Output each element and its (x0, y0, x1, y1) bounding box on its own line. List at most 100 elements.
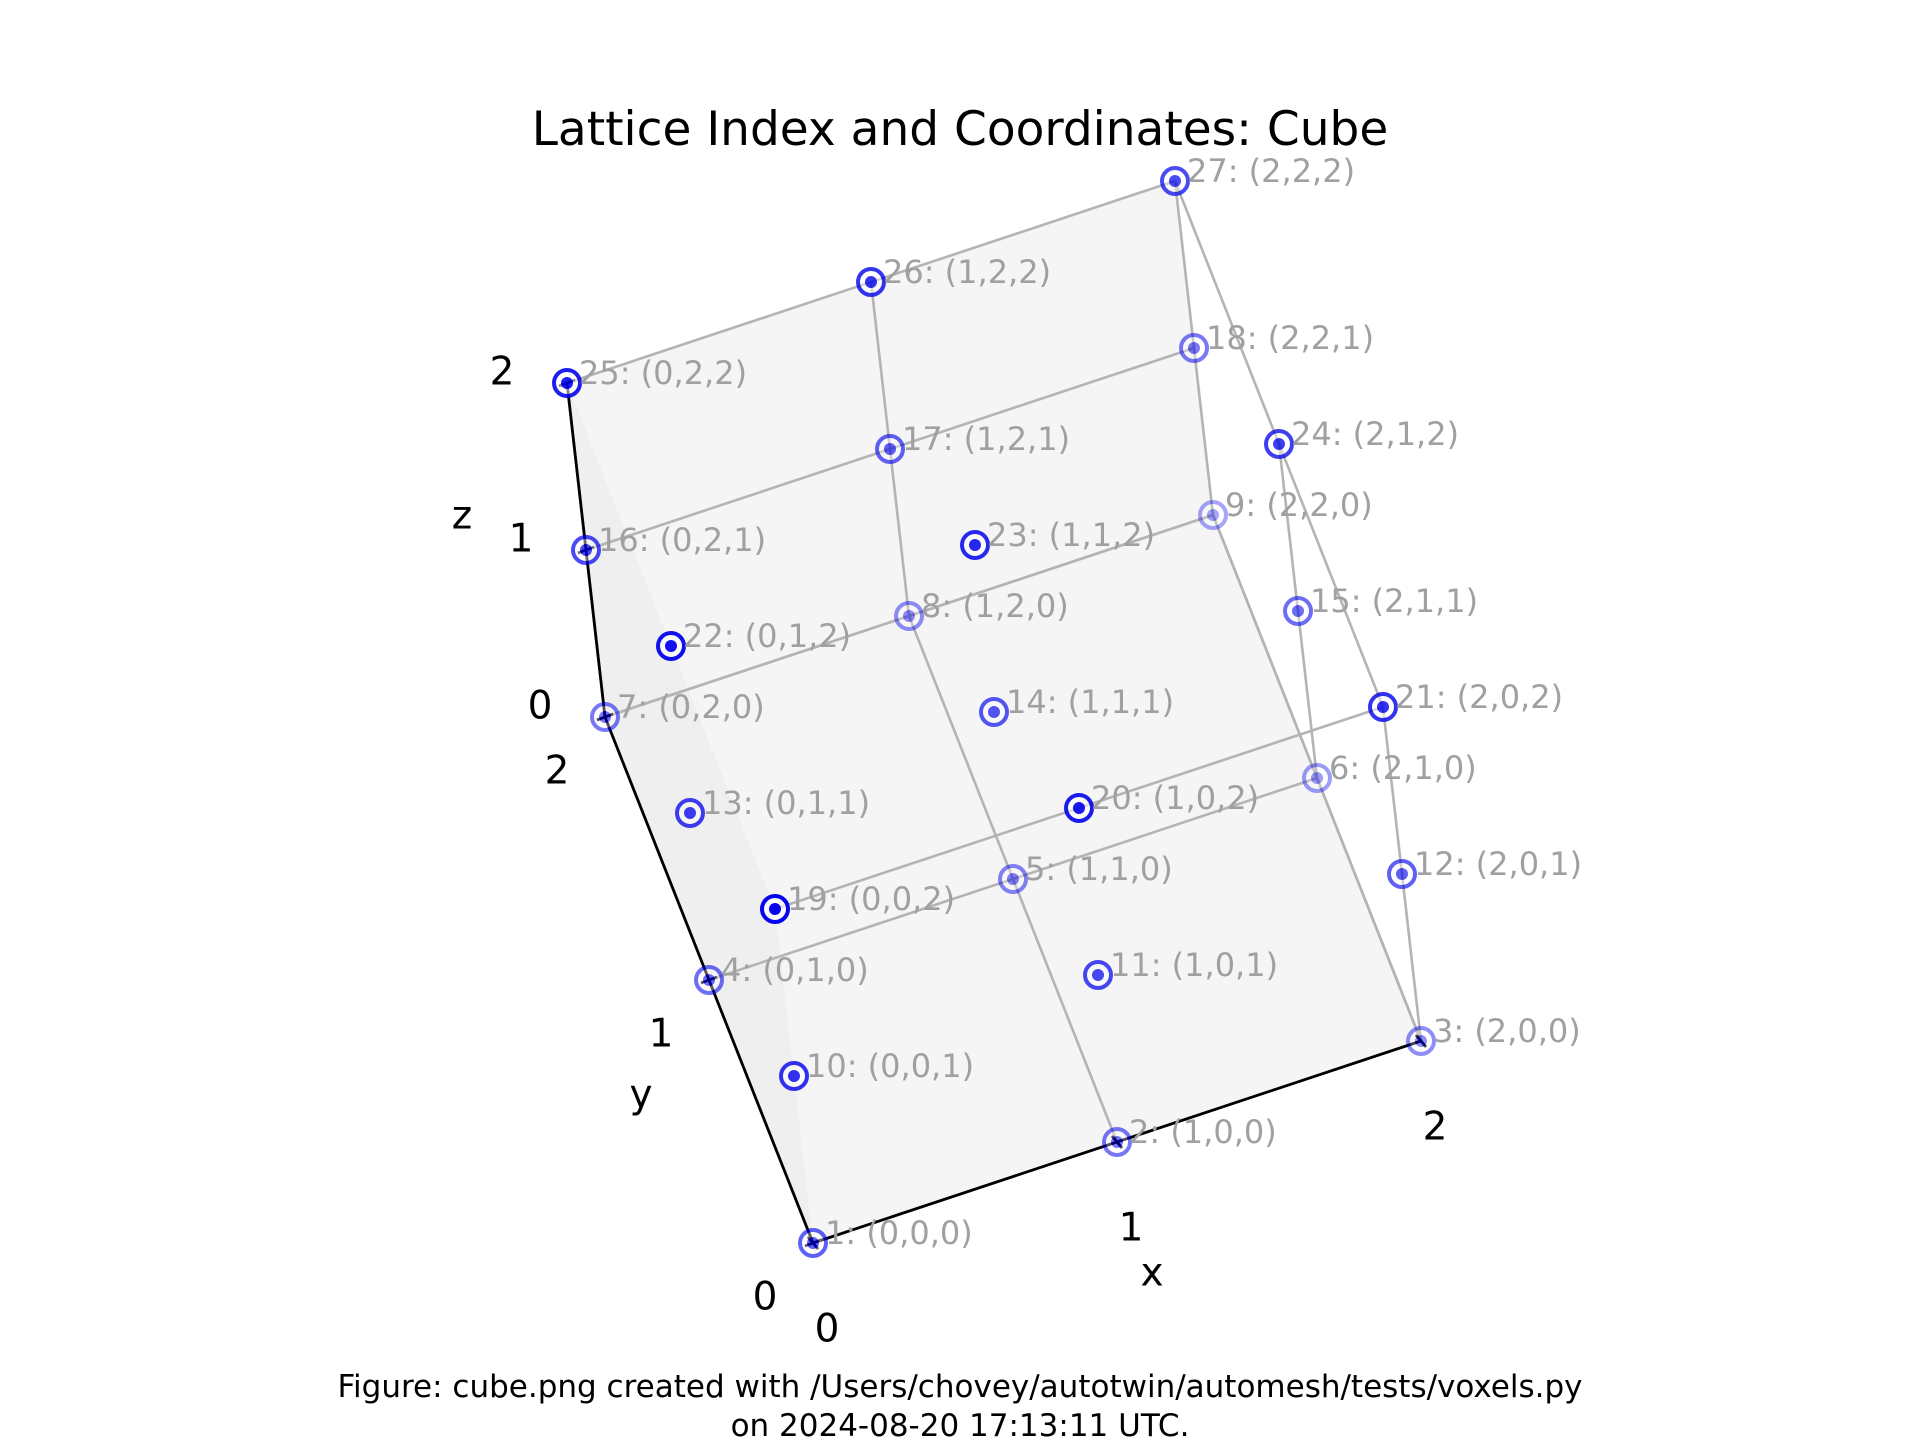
point-dot (1273, 438, 1285, 450)
lattice-point-22 (656, 631, 686, 661)
point-dot (988, 706, 1000, 718)
point-dot (703, 974, 715, 986)
caption-line-2: on 2024-08-20 17:13:11 UTC. (730, 1408, 1190, 1444)
point-dot (561, 377, 573, 389)
x-tick-2 (1414, 1034, 1428, 1048)
lattice-point-13 (675, 798, 705, 828)
point-ring (1302, 763, 1332, 793)
point-dot (1007, 873, 1019, 885)
chart-title: Lattice Index and Coordinates: Cube (531, 102, 1389, 157)
point-dot (1188, 342, 1200, 354)
point-label-18: 18: (2,2,1) (1206, 319, 1374, 357)
lattice-point-20 (1064, 793, 1094, 823)
point-label-20: 20: (1,0,2) (1091, 779, 1259, 817)
point-label-7: 7: (0,2,0) (617, 688, 765, 726)
point-dot (884, 443, 896, 455)
point-label-27: 27: (2,2,2) (1187, 152, 1355, 190)
point-label-17: 17: (1,2,1) (902, 420, 1070, 458)
point-label-5: 5: (1,1,0) (1025, 850, 1173, 888)
point-label-21: 21: (2,0,2) (1395, 678, 1563, 716)
z-tick-label-0: 0 (528, 684, 553, 729)
lattice-point-5 (998, 864, 1028, 894)
lattice-point-23 (960, 530, 990, 560)
caption-line-1: Figure: cube.png created with /Users/cho… (337, 1369, 1583, 1405)
lattice-point-14 (979, 697, 1009, 727)
x-tick-label-0: 0 (815, 1307, 840, 1352)
lattice-point-3 (1406, 1026, 1436, 1056)
point-label-22: 22: (0,1,2) (683, 617, 851, 655)
point-label-16: 16: (0,2,1) (598, 521, 766, 559)
point-dot (769, 903, 781, 915)
figure-caption: Figure: cube.png created with /Users/cho… (0, 1368, 1920, 1446)
point-dot (969, 539, 981, 551)
point-dot (788, 1070, 800, 1082)
lattice-point-2 (1102, 1127, 1132, 1157)
point-label-26: 26: (1,2,2) (883, 253, 1051, 291)
point-label-2: 2: (1,0,0) (1129, 1113, 1277, 1151)
point-dot (684, 807, 696, 819)
point-label-14: 14: (1,1,1) (1006, 683, 1174, 721)
point-ring (894, 601, 924, 631)
lattice-point-10 (779, 1061, 809, 1091)
point-label-6: 6: (2,1,0) (1329, 749, 1477, 787)
point-ring (998, 864, 1028, 894)
lattice-point-15 (1283, 596, 1313, 626)
y-tick-label-0: 0 (753, 1275, 778, 1320)
lattice-point-4 (694, 965, 724, 995)
point-label-11: 11: (1,0,1) (1110, 946, 1278, 984)
z-axis-label: z (452, 494, 472, 539)
lattice-point-1 (798, 1228, 828, 1258)
point-label-3: 3: (2,0,0) (1433, 1012, 1581, 1050)
point-label-24: 24: (2,1,2) (1291, 415, 1459, 453)
point-dot (1396, 868, 1408, 880)
point-label-23: 23: (1,1,2) (987, 516, 1155, 554)
point-dot (599, 711, 611, 723)
lattice-point-11 (1083, 960, 1113, 990)
bottom-grid-y2 (604, 513, 1214, 719)
point-label-4: 4: (0,1,0) (721, 951, 869, 989)
point-dot (1073, 802, 1085, 814)
point-label-25: 25: (0,2,2) (579, 354, 747, 392)
x-tick-label-2: 2 (1423, 1105, 1448, 1150)
point-label-9: 9: (2,2,0) (1225, 486, 1373, 524)
point-dot (1092, 969, 1104, 981)
point-dot (1292, 605, 1304, 617)
y-tick-label-2: 2 (545, 749, 570, 794)
z-tick-label-1: 1 (509, 517, 534, 562)
point-label-10: 10: (0,0,1) (806, 1047, 974, 1085)
x-axis-label: x (1140, 1251, 1163, 1296)
cube-edges (565, 179, 1423, 1245)
point-dot (1207, 509, 1219, 521)
lattice-point-17 (875, 434, 905, 464)
lattice-point-12 (1387, 859, 1417, 889)
point-dot (807, 1237, 819, 1249)
point-dot (903, 610, 915, 622)
lattice-point-9 (1198, 500, 1228, 530)
lattice-points: 9: (2,2,0) 6: (2,1,0) 8: (1,2,0) 3: (2,0,0)… (552, 152, 1582, 1258)
lattice-point-26 (856, 267, 886, 297)
lattice-point-6 (1302, 763, 1332, 793)
lattice-point-25 (552, 368, 582, 398)
point-label-15: 15: (2,1,1) (1310, 582, 1478, 620)
edge-bottom-right (1211, 514, 1423, 1042)
point-ring (1406, 1026, 1436, 1056)
point-label-13: 13: (0,1,1) (702, 784, 870, 822)
lattice-point-27 (1160, 166, 1190, 196)
point-label-12: 12: (2,0,1) (1414, 845, 1582, 883)
lattice-point-16 (571, 535, 601, 565)
point-dot (580, 544, 592, 556)
z-tick-label-2: 2 (490, 350, 515, 395)
point-dot (665, 640, 677, 652)
point-dot (865, 276, 877, 288)
point-dot (1311, 772, 1323, 784)
lattice-point-18 (1179, 333, 1209, 363)
lattice-point-21 (1368, 692, 1398, 722)
point-dot (1111, 1136, 1123, 1148)
point-dot (1415, 1035, 1427, 1047)
lattice-point-7 (590, 702, 620, 732)
lattice-point-24 (1264, 429, 1294, 459)
point-label-1: 1: (0,0,0) (825, 1214, 973, 1252)
point-dot (1169, 175, 1181, 187)
lattice-point-8 (894, 601, 924, 631)
point-ring (1198, 500, 1228, 530)
